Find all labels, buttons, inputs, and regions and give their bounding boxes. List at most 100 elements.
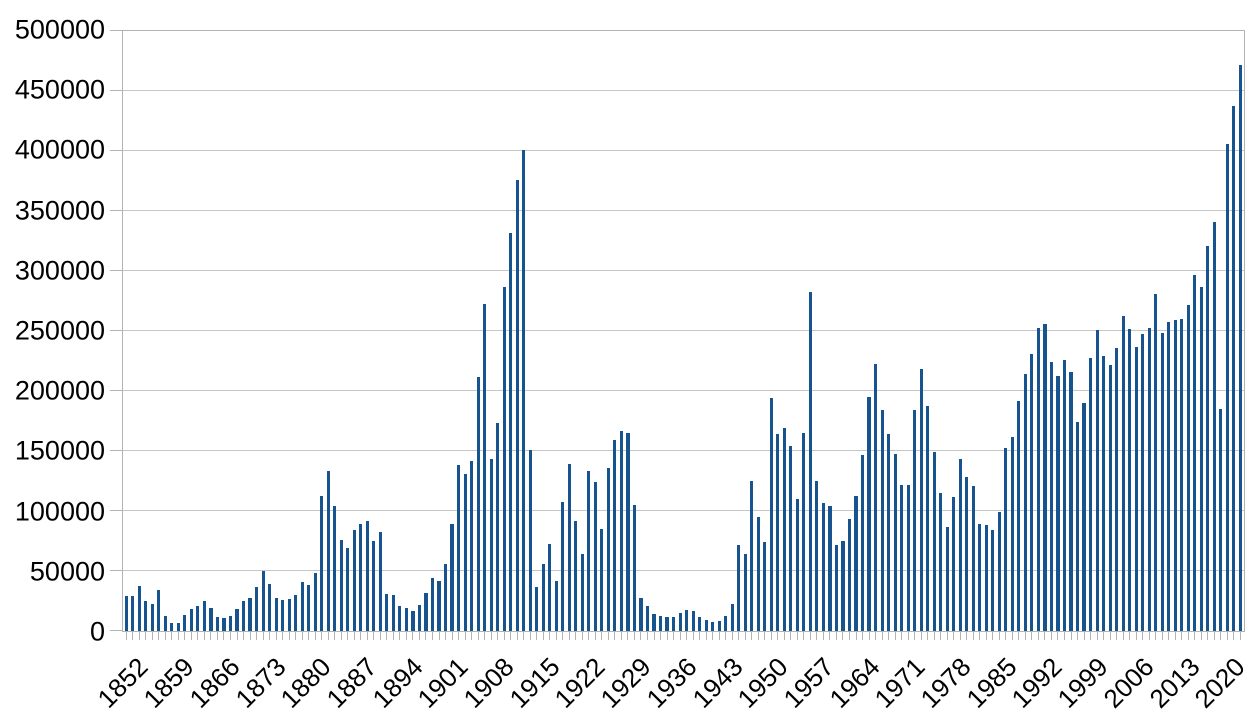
x-tick — [835, 631, 837, 640]
bar — [561, 501, 565, 631]
x-tick — [816, 631, 818, 640]
bar — [150, 603, 154, 631]
bar — [535, 587, 539, 631]
bar-slot — [1152, 31, 1159, 631]
x-tick — [777, 631, 779, 640]
bar-slot — [781, 31, 788, 631]
bar — [1212, 221, 1216, 631]
bar-slot — [514, 31, 521, 631]
bar — [1089, 358, 1093, 631]
x-axis-label-text: 1915 — [503, 651, 566, 714]
bar-slot — [1198, 31, 1205, 631]
bar-slot — [260, 31, 267, 631]
x-tick-slot — [749, 631, 756, 640]
x-tick — [125, 631, 127, 640]
x-tick — [1018, 631, 1020, 640]
bar — [900, 484, 904, 631]
bar — [867, 397, 871, 631]
x-tick-slot — [364, 631, 371, 640]
bar — [470, 461, 474, 631]
x-tick-slot — [449, 631, 456, 640]
bar — [606, 467, 610, 631]
x-tick — [946, 631, 948, 640]
x-tick-slot — [560, 631, 567, 640]
bar — [554, 580, 558, 631]
x-tick — [575, 631, 577, 640]
y-tick — [110, 330, 123, 331]
bar-slot — [1211, 31, 1218, 631]
bar — [463, 473, 467, 631]
x-tick — [725, 631, 727, 640]
x-tick-slot — [1055, 631, 1062, 640]
x-tick — [1226, 631, 1228, 640]
x-tick-slot — [872, 631, 879, 640]
bar-slot — [592, 31, 599, 631]
x-tick — [536, 631, 538, 640]
bar-slot — [1094, 31, 1101, 631]
x-tick — [542, 631, 544, 640]
x-tick — [347, 631, 349, 640]
x-tick — [1168, 631, 1170, 640]
x-tick-slot — [182, 631, 189, 640]
bar-slot — [221, 31, 228, 631]
bar — [372, 540, 376, 631]
bar-slot — [1055, 31, 1062, 631]
y-axis-label: 200000 — [14, 375, 105, 406]
bar-slot — [586, 31, 593, 631]
x-tick-slot — [996, 631, 1003, 640]
x-tick-slot — [514, 631, 521, 640]
x-tick — [712, 631, 714, 640]
x-tick — [555, 631, 557, 640]
bar-slot — [1218, 31, 1225, 631]
x-tick-slot — [468, 631, 475, 640]
bar — [1219, 409, 1223, 631]
x-tick — [132, 631, 134, 640]
bar-slot — [1081, 31, 1088, 631]
x-tick-slot — [950, 631, 957, 640]
bar — [1147, 328, 1151, 631]
bar-slot — [188, 31, 195, 631]
x-tick — [184, 631, 186, 640]
x-tick-slot — [371, 631, 378, 640]
bar — [281, 600, 285, 631]
bar-slot — [520, 31, 527, 631]
bar-slot — [1120, 31, 1127, 631]
bar-slot — [794, 31, 801, 631]
bar — [137, 586, 141, 631]
bar-slot — [130, 31, 137, 631]
x-tick — [1155, 631, 1157, 640]
bar — [763, 542, 767, 631]
bar-slot — [390, 31, 397, 631]
bar — [1095, 330, 1099, 631]
x-axis-label-text: 1873 — [229, 651, 292, 714]
x-axis-label-text: 1978 — [914, 651, 977, 714]
x-tick — [516, 631, 518, 640]
bar-slot — [227, 31, 234, 631]
x-tick-slot — [618, 631, 625, 640]
x-tick-slot — [1068, 631, 1075, 640]
x-tick — [633, 631, 635, 640]
bar-slot — [1029, 31, 1036, 631]
bar — [600, 529, 604, 631]
bar-slot — [599, 31, 606, 631]
bar-slot — [990, 31, 997, 631]
x-tick-slot — [605, 631, 612, 640]
x-axis-label-text: 1999 — [1051, 651, 1114, 714]
bar — [1232, 105, 1236, 631]
x-axis-label-text: 1957 — [777, 651, 840, 714]
bar-slot — [1061, 31, 1068, 631]
bar — [1043, 324, 1047, 631]
x-tick — [972, 631, 974, 640]
bar-slot — [351, 31, 358, 631]
x-tick-slot — [286, 631, 293, 640]
x-tick-slot — [762, 631, 769, 640]
x-tick — [855, 631, 857, 640]
x-tick — [230, 631, 231, 640]
x-tick-slot — [905, 631, 912, 640]
x-tick — [607, 631, 609, 640]
bar — [802, 433, 806, 631]
x-tick-slot — [501, 631, 508, 640]
x-tick — [640, 631, 642, 640]
bar-slot — [397, 31, 404, 631]
x-tick — [151, 631, 153, 640]
